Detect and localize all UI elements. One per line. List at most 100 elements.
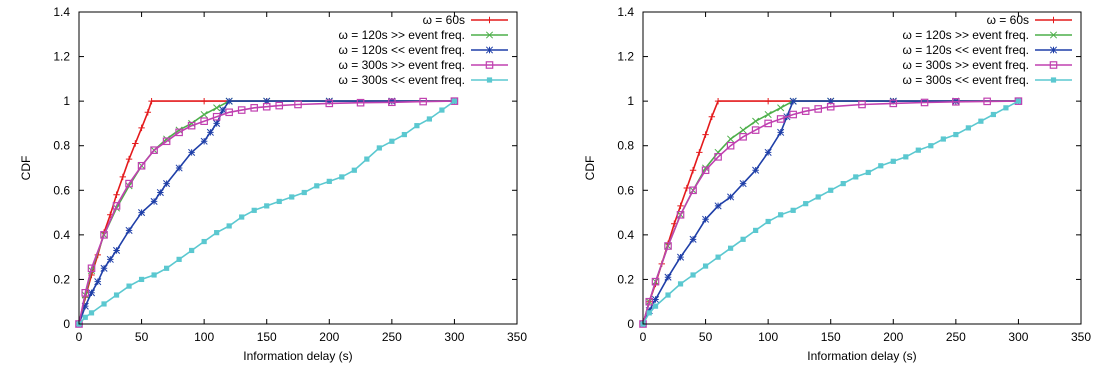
data-point xyxy=(82,314,88,320)
series-3 xyxy=(639,97,1022,328)
data-point xyxy=(156,188,164,197)
data-point xyxy=(702,263,709,269)
series-line xyxy=(78,100,455,325)
data-point xyxy=(101,301,107,307)
data-point xyxy=(940,136,946,142)
data-point xyxy=(739,133,747,141)
x-tick-label: 350 xyxy=(507,330,527,344)
data-point xyxy=(200,97,208,105)
data-point xyxy=(865,169,871,176)
x-tick-label: 250 xyxy=(946,330,966,344)
data-point xyxy=(239,214,245,220)
data-point xyxy=(162,137,171,146)
series-3 xyxy=(75,97,458,328)
y-tick-label: 0.2 xyxy=(617,272,634,286)
data-point xyxy=(126,283,132,289)
data-point xyxy=(889,99,898,108)
data-point xyxy=(188,148,196,156)
x-tick-label: 250 xyxy=(382,330,402,344)
data-point xyxy=(125,179,133,188)
x-tick-label: 150 xyxy=(257,330,277,344)
legend-label: ω = 60s xyxy=(987,13,1029,27)
y-tick-label: 1 xyxy=(627,94,634,108)
data-point xyxy=(388,97,396,105)
legend-label: ω = 300s << event freq. xyxy=(339,73,465,87)
data-point xyxy=(87,289,96,297)
data-point xyxy=(727,135,735,143)
data-point xyxy=(112,202,121,210)
data-point xyxy=(87,264,96,273)
chart-panel-1: 0 50 100 150 200 250 300 350 0 0.2 0.4 0.6 0.8 1 1.2 1.… xyxy=(19,5,527,363)
data-point xyxy=(112,246,121,255)
data-point xyxy=(889,97,897,105)
data-point xyxy=(113,292,120,298)
data-point xyxy=(419,97,427,106)
data-point xyxy=(853,174,859,180)
data-point xyxy=(213,104,221,112)
data-point xyxy=(325,97,333,105)
data-point xyxy=(100,264,108,272)
data-point xyxy=(702,131,709,138)
series-line xyxy=(78,100,455,325)
data-point xyxy=(132,140,139,147)
data-point xyxy=(952,98,960,106)
data-point xyxy=(965,125,971,131)
data-point xyxy=(665,292,671,298)
data-point xyxy=(1014,97,1023,105)
data-point xyxy=(339,174,345,180)
data-point xyxy=(250,104,259,112)
data-point xyxy=(325,99,334,108)
data-point xyxy=(814,105,823,113)
data-point xyxy=(151,272,157,278)
data-point xyxy=(776,115,785,123)
data-point xyxy=(651,295,660,304)
data-point xyxy=(439,107,445,113)
data-point xyxy=(206,128,214,136)
data-point xyxy=(752,117,760,125)
data-point xyxy=(815,194,821,200)
series-line xyxy=(642,100,1019,325)
legend-label: ω = 300s >> event freq. xyxy=(903,58,1029,72)
series-line xyxy=(642,100,1019,325)
data-point xyxy=(858,100,866,109)
data-point xyxy=(689,167,697,174)
data-point xyxy=(753,227,759,233)
data-point xyxy=(214,230,220,236)
data-point xyxy=(826,102,835,111)
data-point xyxy=(351,167,357,173)
data-point xyxy=(176,256,182,262)
data-point xyxy=(450,97,459,105)
y-tick-label: 0 xyxy=(63,317,70,331)
data-point xyxy=(828,187,834,193)
data-point xyxy=(389,138,395,144)
legend-swatch-marker xyxy=(486,77,493,83)
data-point xyxy=(289,194,295,200)
series-line xyxy=(642,100,1019,325)
data-point xyxy=(677,281,684,287)
data-point xyxy=(144,109,152,116)
data-point xyxy=(187,121,196,130)
data-point xyxy=(664,273,672,281)
data-point xyxy=(764,119,772,128)
series-2 xyxy=(639,97,1022,328)
x-tick-label: 300 xyxy=(1008,330,1028,344)
data-point xyxy=(125,226,133,234)
legend-label: ω = 120s << event freq. xyxy=(339,43,465,57)
legend-swatch-marker xyxy=(485,61,494,69)
data-point xyxy=(702,215,710,223)
x-tick-label: 200 xyxy=(319,330,339,344)
data-point xyxy=(714,202,722,210)
data-point xyxy=(740,236,746,242)
data-point xyxy=(878,163,884,169)
data-point xyxy=(764,110,772,119)
data-point xyxy=(356,98,365,107)
y-tick-label: 0.6 xyxy=(53,183,70,197)
data-point xyxy=(125,155,133,163)
x-axis-label: Information delay (s) xyxy=(243,349,352,363)
data-point xyxy=(301,189,307,196)
data-point xyxy=(664,242,672,250)
series-line xyxy=(78,100,455,325)
x-tick-label: 350 xyxy=(1071,330,1091,344)
data-point xyxy=(683,184,690,192)
